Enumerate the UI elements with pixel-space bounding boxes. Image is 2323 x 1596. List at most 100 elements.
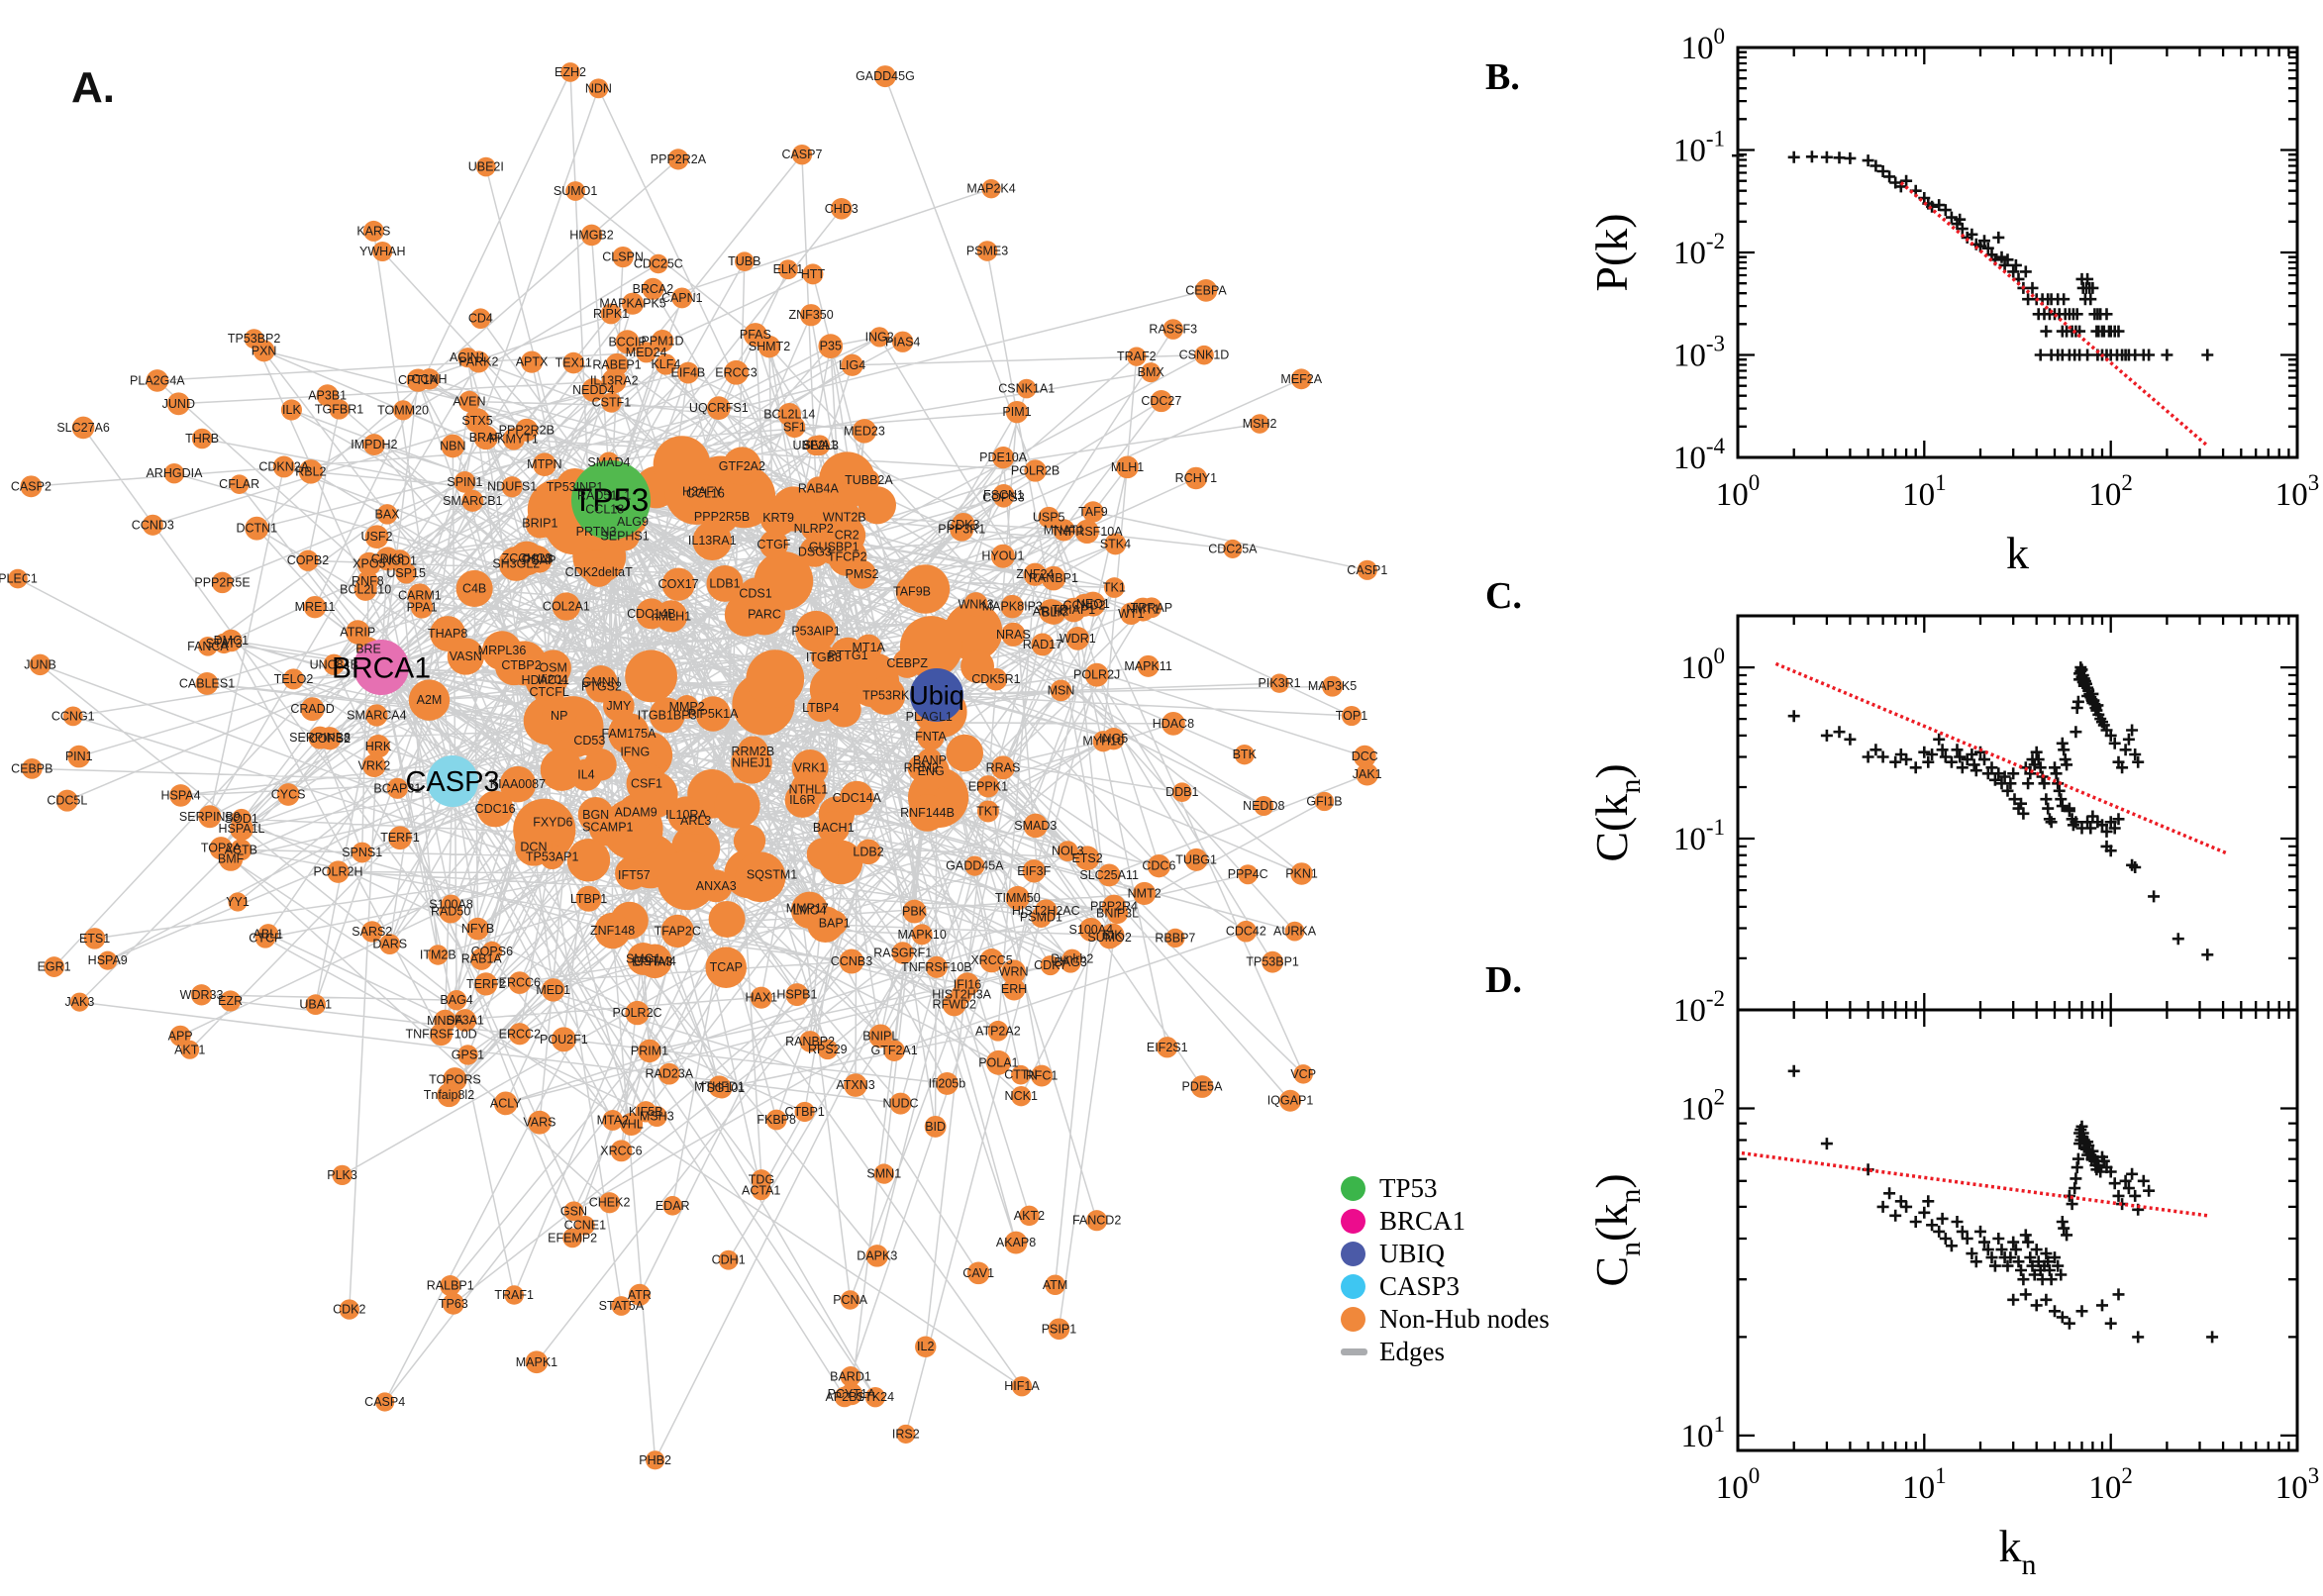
svg-text:MED23: MED23 — [844, 424, 885, 438]
svg-text:100: 100 — [1681, 24, 1726, 66]
panel-c-label: C. — [1485, 575, 1522, 617]
svg-text:GUSBP1: GUSBP1 — [809, 541, 859, 554]
svg-text:ZNF148: ZNF148 — [590, 924, 635, 938]
svg-text:BRCA2: BRCA2 — [633, 282, 674, 296]
svg-text:MSH3: MSH3 — [640, 1110, 674, 1124]
svg-text:NMT1: NMT1 — [1126, 603, 1160, 617]
svg-text:CTBP1: CTBP1 — [785, 1105, 825, 1119]
svg-text:BAX: BAX — [375, 507, 401, 521]
svg-text:ACTB: ACTB — [225, 843, 257, 856]
svg-text:ATXN3: ATXN3 — [836, 1078, 874, 1092]
svg-text:DMC1: DMC1 — [214, 634, 249, 648]
svg-text:EIF3F: EIF3F — [1017, 864, 1051, 878]
svg-text:MAPKAPK5: MAPKAPK5 — [599, 297, 665, 311]
svg-text:RAB4A: RAB4A — [798, 482, 840, 496]
legend-swatch-casp3 — [1341, 1274, 1365, 1299]
svg-text:POU2F1: POU2F1 — [540, 1033, 588, 1047]
svg-text:RAD23A: RAD23A — [645, 1067, 693, 1081]
svg-text:NDUFS1: NDUFS1 — [487, 480, 537, 494]
svg-text:TP53INP1: TP53INP1 — [547, 480, 604, 494]
svg-text:CDK3: CDK3 — [947, 518, 979, 532]
svg-text:PPP2R5E: PPP2R5E — [194, 575, 250, 589]
svg-text:SLC25A11: SLC25A11 — [1079, 868, 1139, 882]
svg-text:MED1: MED1 — [536, 983, 570, 997]
svg-text:NOD1: NOD1 — [382, 553, 417, 567]
svg-text:USF2: USF2 — [361, 530, 393, 544]
svg-text:DAPK3: DAPK3 — [857, 1248, 897, 1262]
svg-text:SLC27A6: SLC27A6 — [56, 421, 110, 435]
svg-text:PIN1: PIN1 — [65, 749, 93, 763]
svg-text:AKT2: AKT2 — [1014, 1209, 1045, 1223]
svg-text:NCK1: NCK1 — [1005, 1089, 1038, 1103]
svg-text:NEDD8: NEDD8 — [1243, 799, 1284, 813]
svg-text:RANBP2: RANBP2 — [785, 1035, 835, 1048]
svg-text:BAP1: BAP1 — [819, 916, 851, 930]
svg-text:H2AFY: H2AFY — [682, 485, 723, 499]
svg-text:KARS: KARS — [356, 224, 390, 238]
svg-text:IL6R: IL6R — [789, 793, 815, 807]
svg-text:BID: BID — [925, 1120, 946, 1134]
svg-text:NTHL1: NTHL1 — [789, 783, 829, 797]
svg-text:ACLY: ACLY — [490, 1096, 522, 1110]
svg-text:AURKA: AURKA — [1273, 925, 1317, 939]
svg-text:POLR2J: POLR2J — [1073, 668, 1120, 682]
svg-text:MTPN: MTPN — [527, 457, 561, 471]
svg-text:CSNK1A1: CSNK1A1 — [998, 382, 1055, 396]
svg-text:LIG4: LIG4 — [839, 358, 865, 372]
svg-text:NRAS: NRAS — [996, 628, 1031, 642]
legend-label-nonhub: Non-Hub nodes — [1379, 1304, 1550, 1334]
hub-node-ubiq — [910, 668, 963, 722]
legend-item-casp3: CASP3 — [1341, 1270, 1550, 1303]
svg-text:IFT57: IFT57 — [618, 868, 651, 882]
svg-text:ELK1: ELK1 — [773, 262, 804, 276]
svg-text:ATRIP: ATRIP — [340, 625, 375, 639]
svg-text:CLSPN: CLSPN — [602, 250, 644, 264]
svg-text:CDH1: CDH1 — [712, 1253, 746, 1267]
panel-a-label: A. — [71, 63, 115, 112]
svg-text:CDK8: CDK8 — [371, 551, 404, 565]
svg-text:GTF2A2: GTF2A2 — [719, 459, 765, 473]
svg-text:CD4: CD4 — [468, 312, 493, 326]
svg-text:DCN: DCN — [520, 841, 547, 854]
svg-text:PRIM1: PRIM1 — [631, 1044, 668, 1057]
svg-text:PDE5A: PDE5A — [1181, 1080, 1223, 1094]
svg-text:CABLES1: CABLES1 — [179, 676, 235, 690]
svg-text:TRAF2: TRAF2 — [1117, 349, 1157, 363]
svg-text:CDKN2A: CDKN2A — [258, 459, 309, 473]
svg-text:HYOU1: HYOU1 — [981, 549, 1024, 563]
svg-text:PTGS2: PTGS2 — [581, 679, 622, 693]
svg-text:MSN: MSN — [1048, 683, 1075, 697]
svg-text:NUDC: NUDC — [882, 1097, 918, 1111]
svg-text:EDAR: EDAR — [656, 1199, 690, 1213]
svg-text:hMLH1: hMLH1 — [652, 609, 691, 623]
svg-text:THAP8: THAP8 — [428, 627, 467, 641]
svg-text:PLEC1: PLEC1 — [0, 572, 38, 586]
svg-text:HTT: HTT — [801, 267, 826, 281]
svg-text:DDB1: DDB1 — [1165, 785, 1198, 799]
hub-label-brca1: BRCA1 — [332, 652, 431, 685]
svg-text:ADAM9: ADAM9 — [615, 805, 657, 819]
svg-text:OSM: OSM — [539, 661, 566, 675]
svg-text:HAX1: HAX1 — [745, 991, 777, 1005]
svg-text:C4B: C4B — [462, 581, 486, 595]
svg-text:BARD1: BARD1 — [830, 1369, 871, 1383]
svg-text:CDC6: CDC6 — [1142, 859, 1175, 873]
svg-text:CDK7: CDK7 — [1034, 958, 1066, 972]
svg-text:TFCP2: TFCP2 — [828, 549, 867, 563]
svg-text:PIAS4: PIAS4 — [885, 335, 920, 349]
svg-text:EGR1: EGR1 — [38, 960, 71, 974]
svg-text:PSME3: PSME3 — [966, 245, 1008, 258]
svg-text:PBK: PBK — [902, 905, 928, 919]
svg-text:HSPA4: HSPA4 — [161, 788, 201, 802]
svg-text:PHB2: PHB2 — [639, 1453, 671, 1467]
svg-text:PIM1: PIM1 — [1002, 405, 1031, 419]
legend-item-edges: Edges — [1341, 1336, 1550, 1368]
svg-text:JUNB: JUNB — [24, 657, 56, 671]
svg-text:POLR2H: POLR2H — [313, 865, 362, 879]
svg-text:EFEMP2: EFEMP2 — [548, 1231, 597, 1245]
data-points-d — [1787, 1064, 2219, 1344]
svg-text:CEBPA: CEBPA — [1185, 283, 1227, 297]
svg-text:CSF1: CSF1 — [631, 776, 662, 790]
svg-text:ATR: ATR — [628, 1288, 652, 1302]
svg-text:ATP2A2: ATP2A2 — [975, 1024, 1021, 1038]
